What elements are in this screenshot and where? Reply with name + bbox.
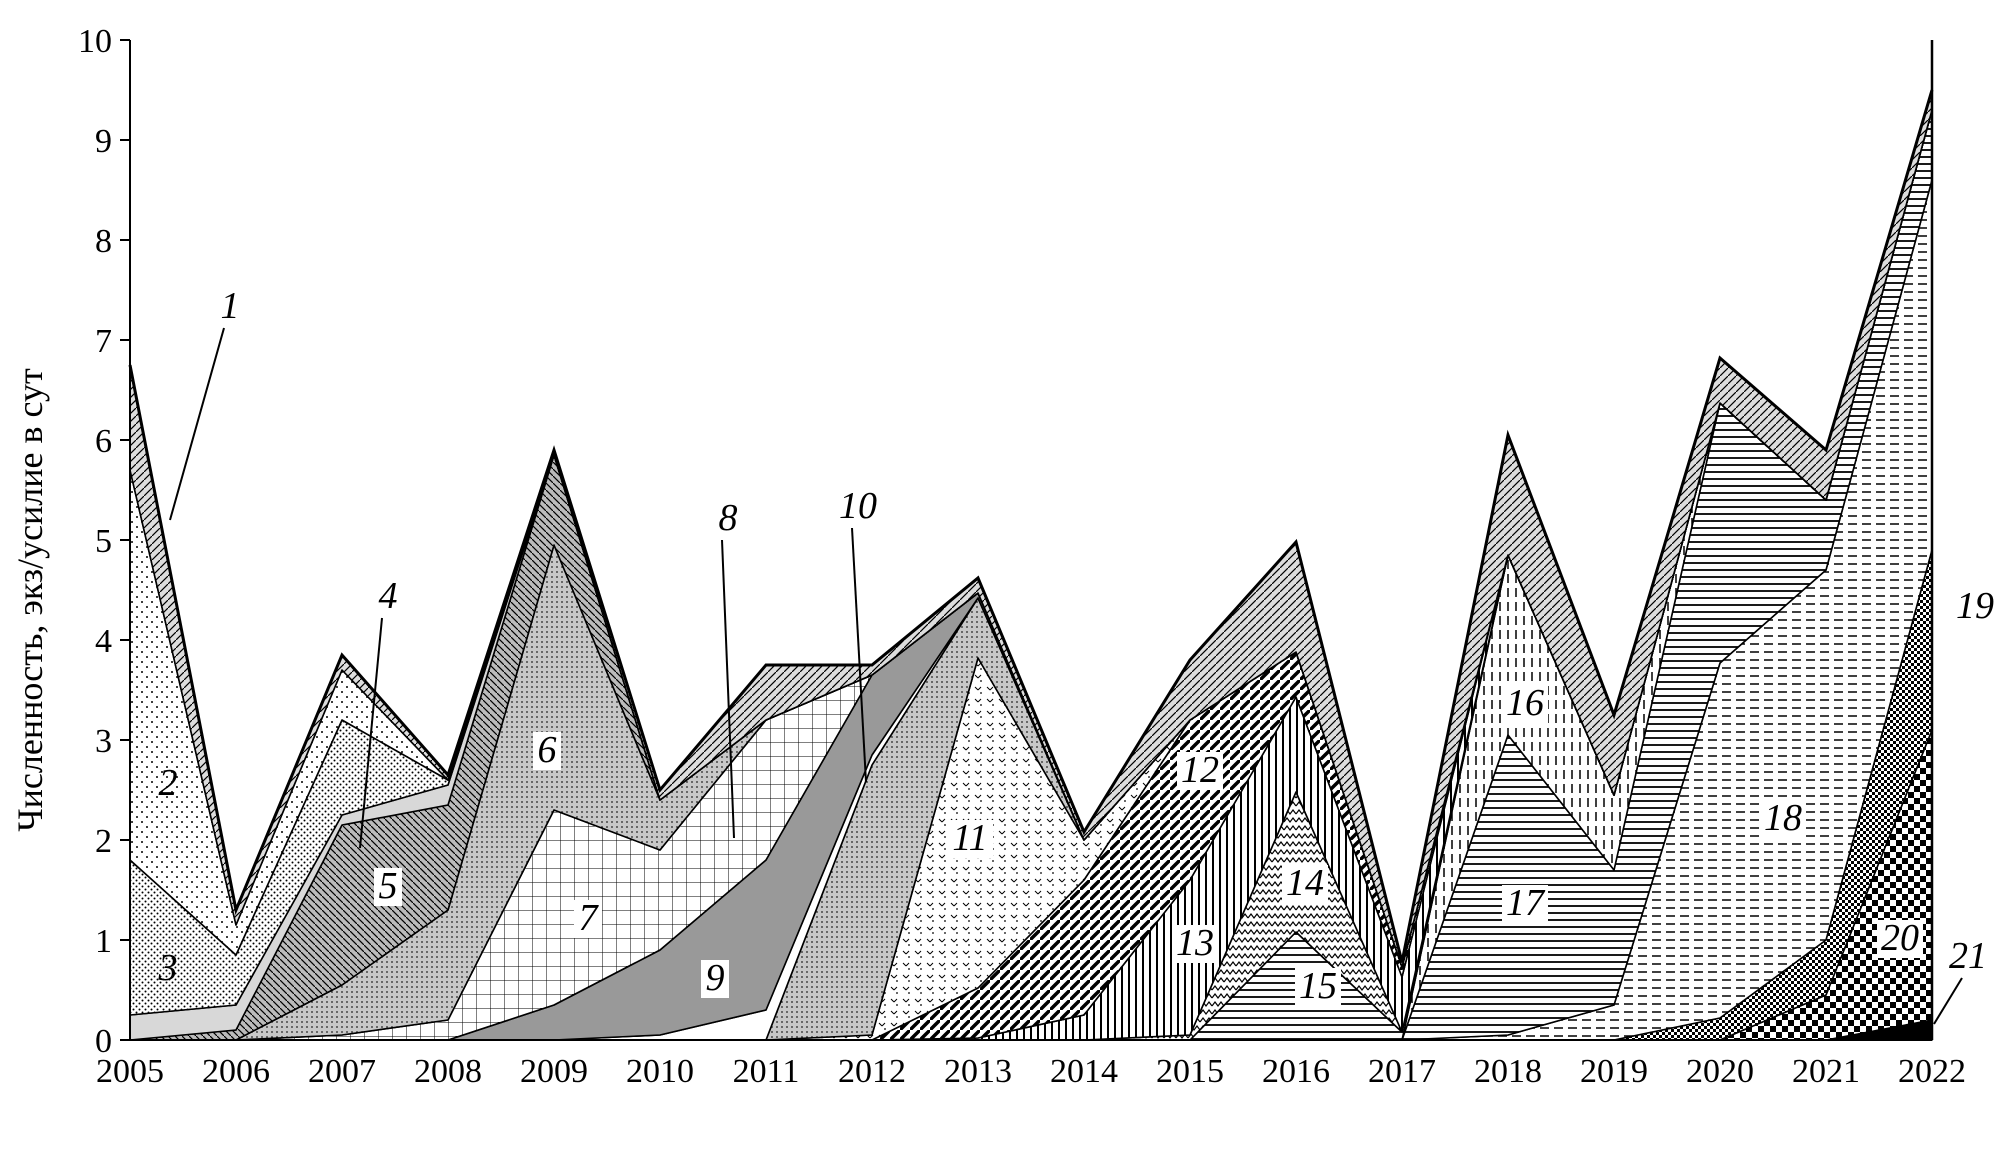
series-label-bg — [1177, 752, 1223, 790]
x-tick-label: 2022 — [1898, 1053, 1966, 1090]
x-tick-label: 2014 — [1050, 1053, 1118, 1090]
x-tick-label: 2008 — [414, 1053, 482, 1090]
series-label-3: 3 — [158, 947, 178, 989]
x-tick-label: 2017 — [1368, 1053, 1436, 1090]
series-label-bg — [1502, 685, 1548, 723]
series-label-4: 4 — [379, 575, 398, 617]
x-tick-label: 2013 — [944, 1053, 1012, 1090]
series-leader-line — [169, 327, 225, 521]
series-label-bg — [374, 868, 402, 906]
series-leader-line — [1933, 977, 1963, 1025]
series-leader-line — [851, 527, 867, 783]
series-label-bg — [947, 820, 993, 858]
y-tick-label: 8 — [95, 223, 112, 260]
x-tick-label: 2021 — [1792, 1053, 1860, 1090]
y-tick-label: 3 — [95, 723, 112, 760]
x-tick-label: 2009 — [520, 1053, 588, 1090]
series-label-6: 6 — [538, 729, 557, 771]
y-tick-label: 6 — [95, 423, 112, 460]
series-label-8: 8 — [719, 497, 738, 539]
series-label-20: 20 — [1881, 917, 1919, 959]
series-leader-line — [721, 539, 735, 839]
series-label-21: 21 — [1949, 935, 1987, 977]
y-tick-label: 0 — [95, 1023, 112, 1060]
y-tick-label: 4 — [95, 623, 112, 660]
x-tick-label: 2006 — [202, 1053, 270, 1090]
series-label-13: 13 — [1176, 922, 1214, 964]
series-label-19: 19 — [1956, 585, 1994, 627]
series-label-10: 10 — [839, 485, 877, 527]
y-tick-label: 10 — [78, 23, 112, 60]
x-tick-label: 2020 — [1686, 1053, 1754, 1090]
series-label-bg — [1760, 800, 1806, 838]
total-outline — [128, 89, 1934, 963]
series-label-17: 17 — [1506, 882, 1546, 924]
series-label-2: 2 — [159, 762, 178, 804]
y-tick-label: 9 — [95, 123, 112, 160]
x-tick-label: 2007 — [308, 1053, 376, 1090]
series-label-14: 14 — [1286, 862, 1324, 904]
x-tick-label: 2010 — [626, 1053, 694, 1090]
series-label-bg — [701, 960, 729, 998]
x-tick-label: 2016 — [1262, 1053, 1330, 1090]
series-label-9: 9 — [706, 957, 725, 999]
y-axis-label: Численность, экз/усилие в сут — [10, 368, 50, 832]
x-tick-label: 2012 — [838, 1053, 906, 1090]
series-label-7: 7 — [579, 897, 600, 939]
y-tick-label: 7 — [95, 323, 112, 360]
series-label-12: 12 — [1181, 749, 1219, 791]
series-label-bg — [1877, 920, 1923, 958]
series-label-15: 15 — [1299, 965, 1337, 1007]
y-ticks: 0 1 2 3 4 5 6 7 8 9 10 — [78, 23, 130, 1060]
x-tick-label: 2011 — [733, 1053, 800, 1090]
y-tick-label: 5 — [95, 523, 112, 560]
series-leader-line — [359, 617, 383, 849]
y-tick-label: 2 — [95, 823, 112, 860]
series-label-bg — [1295, 968, 1341, 1006]
y-tick-label: 1 — [95, 923, 112, 960]
series-label-11: 11 — [952, 817, 987, 859]
series-label-1: 1 — [221, 285, 240, 327]
series-label-5: 5 — [379, 865, 398, 907]
x-tick-label: 2018 — [1474, 1053, 1542, 1090]
series-label-bg — [1172, 925, 1218, 963]
x-tick-label: 2005 — [96, 1053, 164, 1090]
series-label-bg — [1282, 865, 1328, 903]
x-tick-label: 2015 — [1156, 1053, 1224, 1090]
series-label-bg — [574, 900, 602, 938]
series-label-bg — [533, 732, 561, 770]
series-label-18: 18 — [1764, 797, 1802, 839]
x-tick-label: 2019 — [1580, 1053, 1648, 1090]
x-ticks: 2005 2006 2007 2008 2009 2010 2011 2012 2013 2014… — [96, 1053, 1966, 1090]
series-label-bg — [1502, 885, 1548, 923]
series-label-16: 16 — [1506, 682, 1544, 724]
